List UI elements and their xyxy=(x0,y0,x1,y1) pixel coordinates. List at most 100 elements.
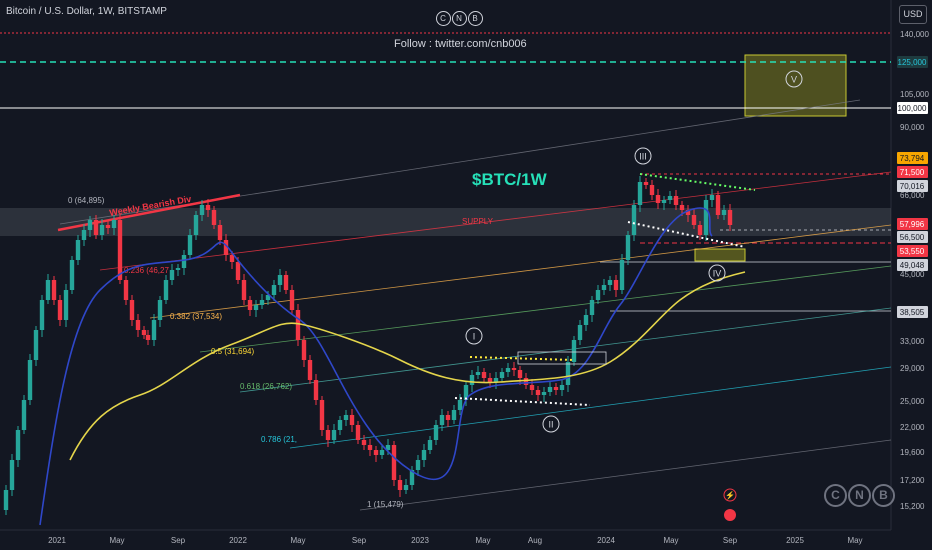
candle-body xyxy=(481,372,487,378)
y-tick-label: 90,000 xyxy=(900,123,925,132)
wave-marker-III xyxy=(634,147,652,165)
y-tick-label: 66,000 xyxy=(900,191,925,200)
candle-body xyxy=(571,340,577,362)
price-tag xyxy=(897,166,928,178)
price-tag-label: 56,500 xyxy=(900,233,925,242)
wave-marker-IV xyxy=(708,264,726,282)
candle-body xyxy=(27,360,33,400)
candle-body xyxy=(211,210,217,225)
x-tick-label: May xyxy=(109,536,124,545)
candle-body xyxy=(421,450,427,460)
candle-body xyxy=(631,205,637,235)
candle-body xyxy=(499,372,505,378)
candle-body xyxy=(223,240,229,255)
candle-body xyxy=(193,215,199,235)
x-tick-label: May xyxy=(663,536,678,545)
candle-body xyxy=(721,210,727,215)
currency-button[interactable]: USD xyxy=(899,5,927,24)
candle-body xyxy=(589,300,595,315)
target-box-v xyxy=(744,54,847,117)
candle-body xyxy=(93,220,99,235)
x-tick-label: 2022 xyxy=(229,536,247,545)
candle-body xyxy=(157,300,163,320)
wave-label-V: V xyxy=(791,75,797,85)
candle-body xyxy=(367,445,373,450)
follow-text: Follow : twitter.com/cnb006 xyxy=(394,38,527,50)
candle-body xyxy=(715,195,721,215)
wave-label-I: I xyxy=(473,332,476,342)
watermark-c: C xyxy=(824,484,847,507)
candle-body xyxy=(69,260,75,290)
price-tag xyxy=(897,102,928,114)
candle-body xyxy=(277,275,283,285)
candle-body xyxy=(379,450,385,455)
candle-body xyxy=(625,235,631,260)
y-tick-label: 19,600 xyxy=(900,448,925,457)
pattern-line-top-1 xyxy=(469,356,576,361)
y-tick-label: 25,000 xyxy=(900,397,925,406)
candle-body xyxy=(427,440,433,450)
candle-body xyxy=(607,280,613,285)
x-tick-label: Sep xyxy=(171,536,186,545)
candle-body xyxy=(217,225,223,240)
price-tag-label: 71,500 xyxy=(900,168,925,177)
candle-body xyxy=(493,378,499,382)
price-tag-label: 73,794 xyxy=(900,154,925,163)
x-tick-label: 2025 xyxy=(786,536,804,545)
candle-body xyxy=(433,425,439,440)
candle-body xyxy=(111,220,117,228)
x-tick-label: 2021 xyxy=(48,536,66,545)
price-tag xyxy=(897,259,928,271)
candle-body xyxy=(613,280,619,290)
chart-title: $BTC/1W xyxy=(472,170,547,189)
candle-body xyxy=(511,368,517,370)
fib-label-4: 0.618 (26,762) xyxy=(240,382,292,391)
candle-body xyxy=(199,205,205,215)
y-tick-label: 29,000 xyxy=(900,364,925,373)
price-tag-label: 38,505 xyxy=(900,308,925,317)
y-tick-label: 33,000 xyxy=(900,337,925,346)
candle-body xyxy=(181,255,187,268)
candle-body xyxy=(535,390,541,395)
candle-body xyxy=(117,220,123,280)
candle-body xyxy=(685,210,691,215)
candle-body xyxy=(75,240,81,260)
x-tick-label: May xyxy=(475,536,490,545)
watermark-n: N xyxy=(848,484,871,507)
fib-label-3: 0.5 (31,694) xyxy=(211,347,254,356)
logo-letter-n: N xyxy=(452,11,467,26)
candle-body xyxy=(637,182,643,205)
candle-body xyxy=(105,225,111,228)
candle-body xyxy=(259,300,265,305)
y-tick-label: 15,200 xyxy=(900,502,925,511)
candle-body xyxy=(385,445,391,450)
candle-body xyxy=(727,210,733,225)
candle-body xyxy=(373,450,379,455)
candle-body xyxy=(523,378,529,385)
pattern-box xyxy=(517,351,607,365)
x-tick-label: Sep xyxy=(352,536,367,545)
candle-body xyxy=(697,225,703,235)
channel-line-6 xyxy=(359,439,892,511)
price-tag-label: 70,016 xyxy=(900,182,925,191)
candle-body xyxy=(559,385,565,390)
candle-body xyxy=(349,415,355,425)
price-tag-label: 125,000 xyxy=(898,58,927,67)
ma-fast-line xyxy=(39,207,713,526)
candle-body xyxy=(175,268,181,270)
y-tick-label: 22,000 xyxy=(900,423,925,432)
candle-body xyxy=(409,470,415,485)
candle-body xyxy=(57,300,63,320)
candle-body xyxy=(469,375,475,385)
target-box-iv xyxy=(694,248,746,262)
fib-label-1: 0.236 (46,27 xyxy=(124,266,169,275)
candle-body xyxy=(343,415,349,420)
channel-line-5 xyxy=(289,366,892,449)
candle-body xyxy=(253,305,259,310)
price-tag xyxy=(897,231,928,243)
candle-body xyxy=(51,280,57,300)
price-tag xyxy=(897,306,928,318)
candle-body xyxy=(123,280,129,300)
